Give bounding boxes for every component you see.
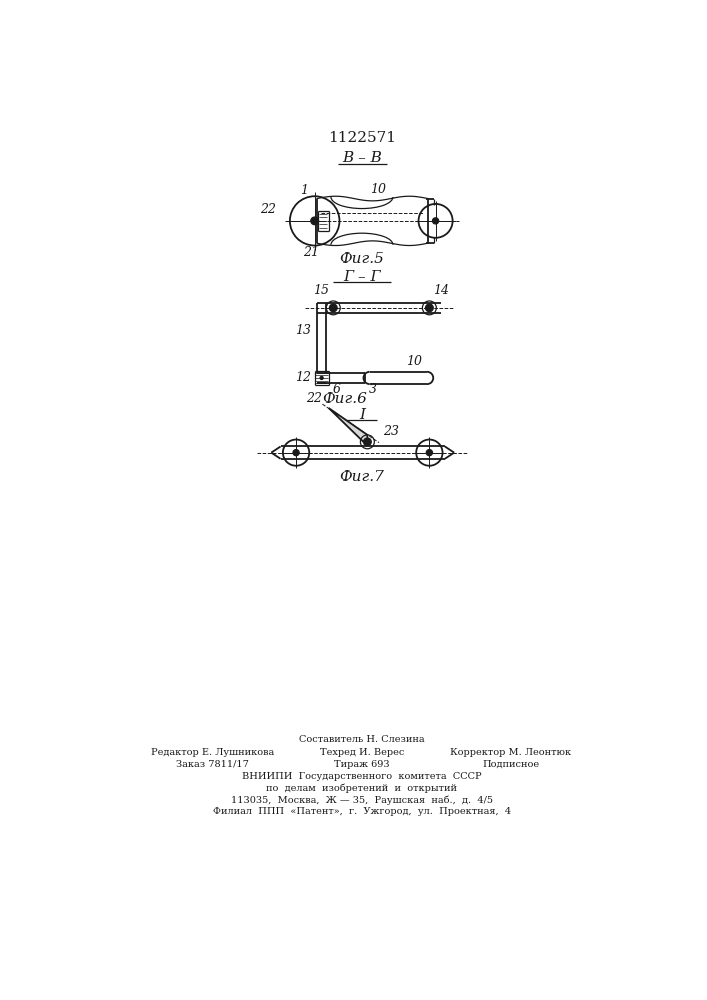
Circle shape — [433, 218, 438, 224]
Text: 10: 10 — [370, 183, 386, 196]
Text: ВНИИПИ  Государственного  комитета  СССР: ВНИИПИ Государственного комитета СССР — [242, 772, 481, 781]
Text: Фиг.6: Фиг.6 — [322, 392, 366, 406]
Circle shape — [329, 304, 337, 312]
Text: Подписное: Подписное — [482, 760, 539, 769]
Polygon shape — [329, 408, 368, 446]
Text: 12: 12 — [295, 371, 311, 384]
Text: 13: 13 — [295, 324, 311, 337]
Text: 21: 21 — [303, 246, 319, 259]
Text: 10: 10 — [406, 355, 422, 368]
Text: 22: 22 — [306, 392, 322, 405]
Text: Фиг.7: Фиг.7 — [339, 470, 385, 484]
Text: I: I — [359, 408, 365, 422]
Text: Филиал  ППП  «Патент»,  г.  Ужгород,  ул.  Проектная,  4: Филиал ППП «Патент», г. Ужгород, ул. Про… — [213, 807, 511, 816]
Text: 1122571: 1122571 — [328, 131, 396, 145]
Text: 113035,  Москва,  Ж — 35,  Раушская  наб.,  д.  4/5: 113035, Москва, Ж — 35, Раушская наб., д… — [231, 795, 493, 805]
Text: 6: 6 — [332, 383, 341, 396]
Text: 1: 1 — [300, 184, 308, 197]
Text: Техред И. Верес: Техред И. Верес — [320, 748, 404, 757]
Text: по  делам  изобретений  и  открытий: по делам изобретений и открытий — [267, 784, 457, 793]
Text: 15: 15 — [313, 284, 329, 297]
Circle shape — [426, 304, 433, 312]
Text: В – В: В – В — [342, 151, 382, 165]
Text: Г – Г: Г – Г — [343, 270, 381, 284]
Circle shape — [426, 450, 433, 456]
Circle shape — [311, 217, 319, 225]
Text: 14: 14 — [433, 284, 449, 297]
Circle shape — [320, 376, 323, 379]
Circle shape — [293, 450, 299, 456]
Text: Заказ 7811/17: Заказ 7811/17 — [176, 760, 249, 769]
Text: Составитель Н. Слезина: Составитель Н. Слезина — [299, 735, 425, 744]
Text: 22: 22 — [260, 203, 276, 216]
Text: 3: 3 — [369, 383, 377, 396]
Text: Тираж 693: Тираж 693 — [334, 760, 390, 769]
Text: Редактор Е. Лушникова: Редактор Е. Лушникова — [151, 748, 274, 757]
Text: Фиг.5: Фиг.5 — [339, 252, 385, 266]
Text: 23: 23 — [383, 425, 399, 438]
Circle shape — [363, 438, 371, 446]
Text: Корректор М. Леонтюк: Корректор М. Леонтюк — [450, 748, 571, 757]
